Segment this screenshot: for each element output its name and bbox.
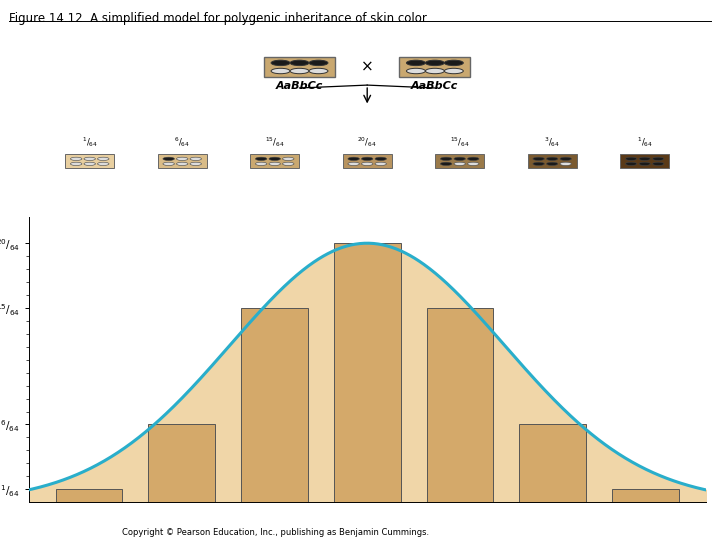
Circle shape <box>176 162 188 165</box>
Text: $^{20}/_{64}$: $^{20}/_{64}$ <box>357 136 377 150</box>
Circle shape <box>560 157 572 160</box>
Circle shape <box>441 162 452 165</box>
Circle shape <box>652 157 664 160</box>
Circle shape <box>467 162 479 165</box>
Text: Copyright © Pearson Education, Inc., publishing as Benjamin Cummings.: Copyright © Pearson Education, Inc., pub… <box>122 528 430 537</box>
Circle shape <box>71 162 82 165</box>
Circle shape <box>467 157 479 160</box>
Bar <box>519 424 586 502</box>
Circle shape <box>256 157 267 160</box>
Circle shape <box>348 162 359 165</box>
Circle shape <box>163 157 174 160</box>
Bar <box>334 243 400 502</box>
Circle shape <box>426 60 444 65</box>
Text: $^{1}/_{64}$: $^{1}/_{64}$ <box>81 136 98 150</box>
Bar <box>400 57 470 77</box>
Circle shape <box>282 162 294 165</box>
Bar <box>251 154 299 168</box>
Circle shape <box>97 162 109 165</box>
Circle shape <box>652 162 664 165</box>
Circle shape <box>190 162 202 165</box>
Circle shape <box>309 68 328 73</box>
Circle shape <box>282 157 294 160</box>
Circle shape <box>271 68 290 73</box>
Circle shape <box>407 60 426 65</box>
Text: AaBbCc: AaBbCc <box>411 81 459 91</box>
Circle shape <box>290 68 309 73</box>
Bar <box>436 154 484 168</box>
Circle shape <box>348 157 359 160</box>
Circle shape <box>361 162 373 165</box>
Circle shape <box>290 60 309 65</box>
Circle shape <box>375 157 387 160</box>
Circle shape <box>626 162 637 165</box>
Circle shape <box>626 157 637 160</box>
Bar <box>241 308 308 502</box>
Circle shape <box>560 162 572 165</box>
Circle shape <box>546 162 558 165</box>
Circle shape <box>444 60 463 65</box>
Circle shape <box>639 157 650 160</box>
Bar <box>426 308 493 502</box>
Circle shape <box>407 68 426 73</box>
Text: ×: × <box>361 59 374 75</box>
Bar <box>158 154 207 168</box>
Bar <box>148 424 215 502</box>
Bar <box>621 154 669 168</box>
Circle shape <box>361 157 373 160</box>
Text: $^{1}/_{64}$: $^{1}/_{64}$ <box>636 136 653 150</box>
Text: $^{15}/_{64}$: $^{15}/_{64}$ <box>450 136 469 150</box>
Text: $^{3}/_{64}$: $^{3}/_{64}$ <box>544 136 560 150</box>
Circle shape <box>176 157 188 160</box>
Circle shape <box>256 162 267 165</box>
Circle shape <box>97 157 109 160</box>
Circle shape <box>271 60 290 65</box>
Circle shape <box>163 162 174 165</box>
Text: AaBbCc: AaBbCc <box>276 81 323 91</box>
Circle shape <box>269 157 281 160</box>
Circle shape <box>639 162 650 165</box>
Circle shape <box>441 157 452 160</box>
Circle shape <box>454 162 465 165</box>
Circle shape <box>426 68 444 73</box>
Circle shape <box>375 162 387 165</box>
Circle shape <box>84 157 96 160</box>
Circle shape <box>454 157 465 160</box>
Text: $^{15}/_{64}$: $^{15}/_{64}$ <box>265 136 284 150</box>
Bar <box>264 57 335 77</box>
Bar <box>55 489 122 502</box>
Circle shape <box>269 162 281 165</box>
Circle shape <box>309 60 328 65</box>
Circle shape <box>190 157 202 160</box>
Text: $^{6}/_{64}$: $^{6}/_{64}$ <box>174 136 190 150</box>
Bar <box>66 154 114 168</box>
Circle shape <box>533 157 544 160</box>
Bar <box>528 154 577 168</box>
Circle shape <box>533 162 544 165</box>
Circle shape <box>84 162 96 165</box>
Bar <box>343 154 392 168</box>
Circle shape <box>444 68 463 73</box>
Bar <box>612 489 679 502</box>
Circle shape <box>71 157 82 160</box>
Text: Figure 14.12  A simplified model for polygenic inheritance of skin color: Figure 14.12 A simplified model for poly… <box>9 12 427 25</box>
Circle shape <box>546 157 558 160</box>
